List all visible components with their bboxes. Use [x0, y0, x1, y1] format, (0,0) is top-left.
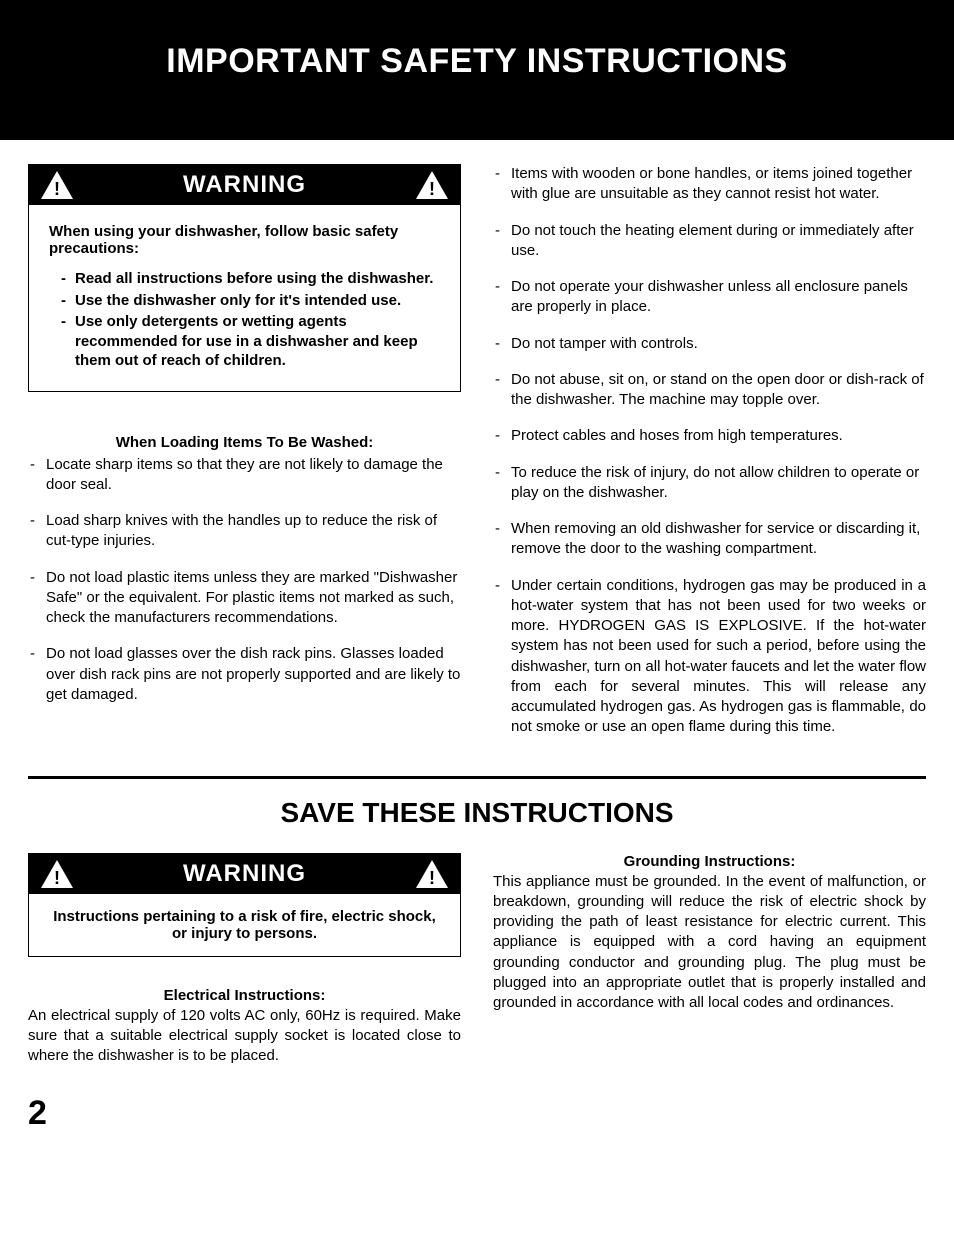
right-column: Items with wooden or bone handles, or it… [493, 164, 926, 754]
list-item: To reduce the risk of injury, do not all… [493, 463, 926, 504]
list-item: Protect cables and hoses from high tempe… [493, 426, 926, 446]
electrical-text: An electrical supply of 120 volts AC onl… [28, 1006, 461, 1067]
list-item: Do not touch the heating element during … [493, 221, 926, 262]
left-column: ! WARNING ! When using your dishwasher, … [28, 164, 461, 754]
warning-bullet: Read all instructions before using the d… [61, 269, 440, 289]
list-item: Locate sharp items so that they are not … [28, 455, 461, 496]
two-column-layout-2: ! WARNING ! Instructions pertaining to a… [28, 853, 926, 1067]
warning-body: When using your dishwasher, follow basic… [29, 205, 460, 391]
warning-body-text: Instructions pertaining to a risk of fir… [29, 894, 460, 956]
electrical-heading: Electrical Instructions: [28, 987, 461, 1004]
warning-header: ! WARNING ! [29, 854, 460, 894]
warning-header: ! WARNING ! [29, 165, 460, 205]
list-item: Do not abuse, sit on, or stand on the op… [493, 370, 926, 411]
list-item: Do not load glasses over the dish rack p… [28, 644, 461, 705]
list-item: Do not load plastic items unless they ar… [28, 568, 461, 629]
loading-list: Locate sharp items so that they are not … [28, 455, 461, 706]
grounding-heading: Grounding Instructions: [493, 853, 926, 870]
warning-triangle-icon: ! [41, 860, 73, 888]
warning-triangle-icon: ! [416, 860, 448, 888]
warning-box-1: ! WARNING ! When using your dishwasher, … [28, 164, 461, 392]
content-area: ! WARNING ! When using your dishwasher, … [0, 140, 954, 1076]
list-item: Do not operate your dishwasher unless al… [493, 277, 926, 318]
warning-bullet: Use only detergents or wetting agents re… [61, 312, 440, 371]
page-number: 2 [0, 1076, 954, 1133]
left-column-2: ! WARNING ! Instructions pertaining to a… [28, 853, 461, 1067]
grounding-text: This appliance must be grounded. In the … [493, 872, 926, 1014]
page-title: IMPORTANT SAFETY INSTRUCTIONS [166, 42, 787, 81]
list-item: When removing an old dishwasher for serv… [493, 519, 926, 560]
warning-triangle-icon: ! [416, 171, 448, 199]
section-title: SAVE THESE INSTRUCTIONS [28, 797, 926, 829]
list-item: Do not tamper with controls. [493, 334, 926, 354]
section-divider [28, 776, 926, 779]
warning-label: WARNING [183, 171, 306, 199]
warning-bullet-list: Read all instructions before using the d… [49, 269, 440, 371]
list-item: Under certain conditions, hydrogen gas m… [493, 576, 926, 738]
warning-lead-text: When using your dishwasher, follow basic… [49, 223, 440, 257]
warning-label: WARNING [183, 860, 306, 888]
right-list: Items with wooden or bone handles, or it… [493, 164, 926, 738]
warning-bullet: Use the dishwasher only for it's intende… [61, 291, 440, 311]
warning-triangle-icon: ! [41, 171, 73, 199]
manual-page: IMPORTANT SAFETY INSTRUCTIONS ! WARNING … [0, 0, 954, 1133]
loading-heading: When Loading Items To Be Washed: [28, 434, 461, 451]
two-column-layout: ! WARNING ! When using your dishwasher, … [28, 164, 926, 754]
title-banner: IMPORTANT SAFETY INSTRUCTIONS [0, 0, 954, 140]
warning-box-2: ! WARNING ! Instructions pertaining to a… [28, 853, 461, 957]
right-column-2: Grounding Instructions: This appliance m… [493, 853, 926, 1067]
list-item: Load sharp knives with the handles up to… [28, 511, 461, 552]
list-item: Items with wooden or bone handles, or it… [493, 164, 926, 205]
